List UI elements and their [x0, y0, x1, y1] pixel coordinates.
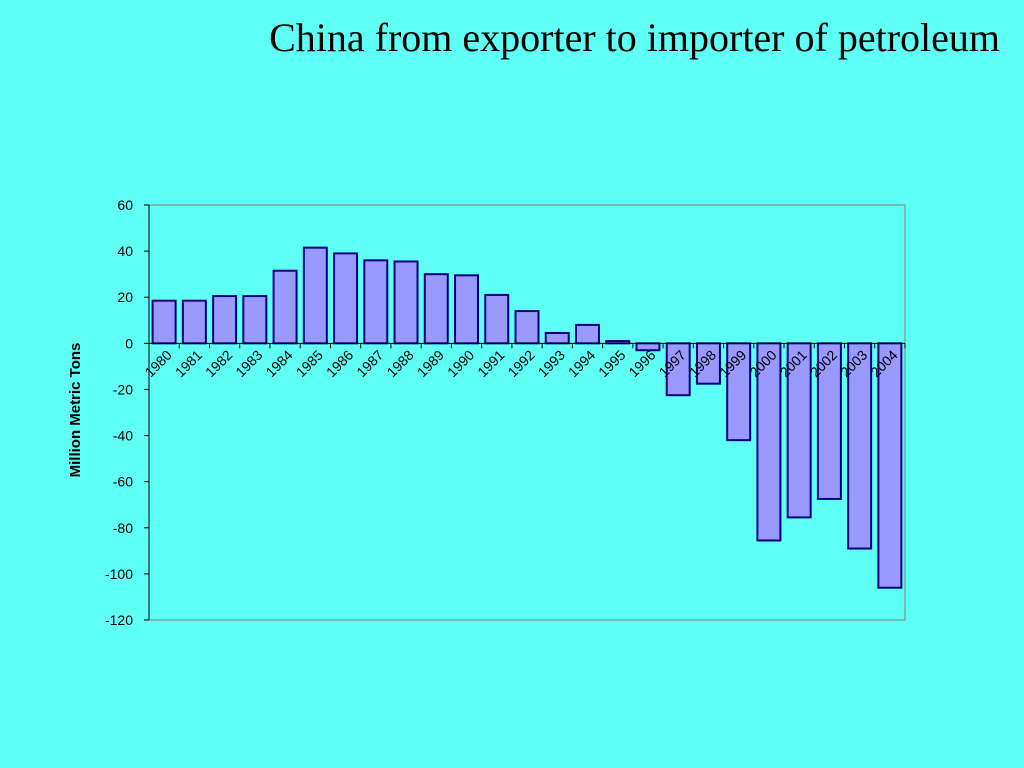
- bar-1983: [242, 295, 268, 345]
- x-tick-label: 1982: [202, 347, 235, 380]
- x-tick-label: 1984: [262, 347, 295, 380]
- x-tick-label: 1988: [383, 347, 416, 380]
- y-tick-label: -60: [113, 474, 133, 490]
- bar-1985: [302, 246, 328, 345]
- bar-1988: [393, 260, 419, 345]
- x-tick-label: 1980: [142, 347, 175, 380]
- y-axis: 60 40 20 0 -20 -40 -60 -80 -100 -120: [105, 197, 150, 628]
- bar-1989: [423, 273, 449, 345]
- y-tick-label: 0: [125, 335, 133, 351]
- bar-1992: [514, 310, 540, 345]
- slide-title: China from exporter to importer of petro…: [269, 15, 1000, 60]
- bars-group: [151, 246, 903, 589]
- x-tick-label: 1992: [504, 347, 537, 380]
- x-tick-label: 1981: [172, 347, 205, 380]
- x-tick-label: 1985: [293, 347, 326, 380]
- bar-1980: [151, 299, 177, 345]
- bar-2004: [877, 342, 903, 589]
- y-tick-label: 60: [117, 197, 133, 213]
- y-tick-label: -20: [113, 381, 133, 397]
- bar-1993: [544, 331, 570, 345]
- y-tick-label: -40: [113, 428, 133, 444]
- bar-1982: [212, 295, 238, 345]
- y-tick-label: -100: [105, 566, 133, 582]
- bar-1986: [333, 252, 359, 345]
- y-tick-label: 40: [117, 243, 133, 259]
- y-tick-label: -120: [105, 612, 133, 628]
- bar-1984: [272, 269, 298, 345]
- y-tick-label: 20: [117, 289, 133, 305]
- x-tick-label: 1983: [232, 347, 265, 380]
- bar-1991: [484, 293, 510, 345]
- x-tick-label: 1987: [353, 347, 386, 380]
- x-tick-label: 1996: [625, 347, 658, 380]
- x-tick-label: 1995: [595, 347, 628, 380]
- x-tick-label: 1989: [414, 347, 447, 380]
- bar-1981: [181, 299, 207, 345]
- y-tick-label: -80: [113, 520, 133, 536]
- bar-1987: [363, 259, 389, 345]
- x-tick-label: 1991: [474, 347, 507, 380]
- x-tick-label: 1993: [535, 347, 568, 380]
- x-tick-label: 1986: [323, 347, 356, 380]
- x-tick-label: 1990: [444, 347, 477, 380]
- bar-1994: [574, 323, 600, 345]
- bar-1990: [454, 274, 480, 345]
- y-axis-title: Million Metric Tons: [67, 343, 84, 478]
- x-tick-label: 1994: [565, 347, 598, 380]
